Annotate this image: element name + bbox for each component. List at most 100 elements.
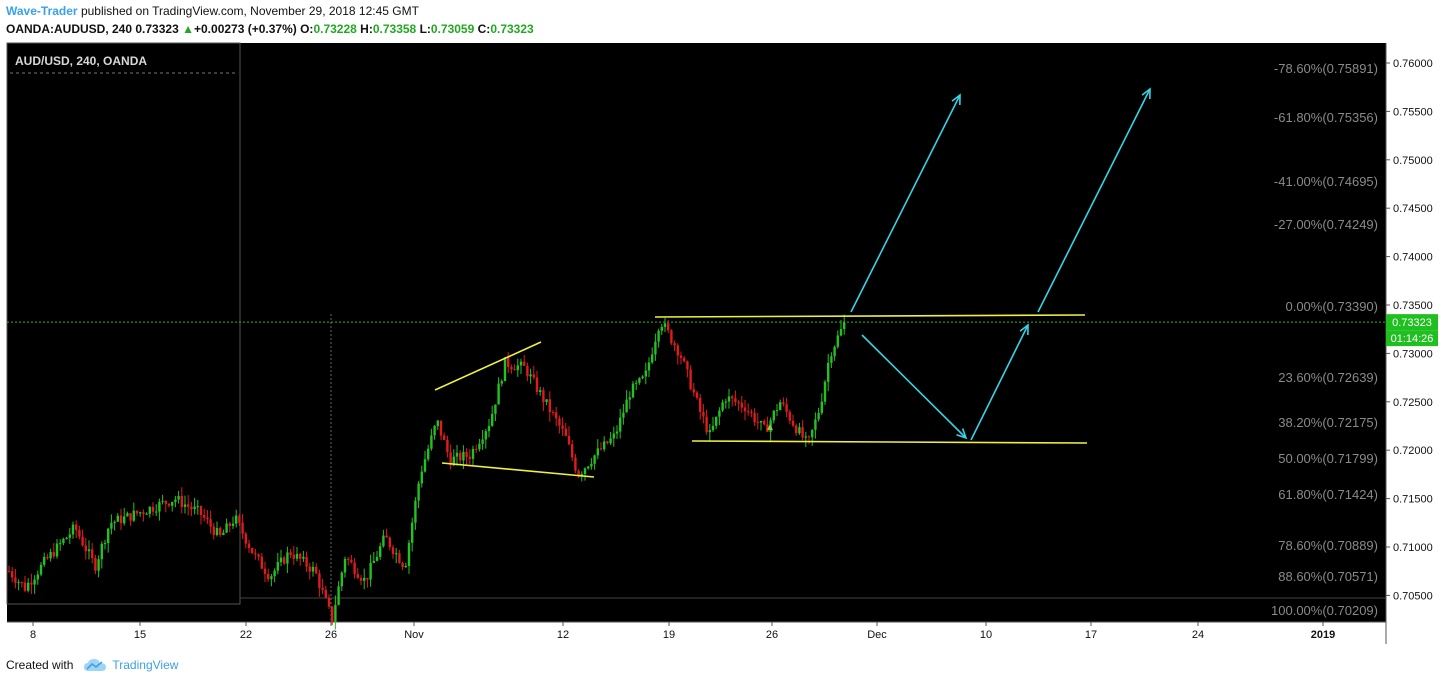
candle-body [446, 439, 449, 453]
fib-level-label: 38.20%(0.72175) [1278, 415, 1378, 430]
high-value: 0.73358 [372, 22, 417, 36]
candle-body [126, 513, 129, 517]
candle-body [436, 420, 439, 427]
candle-body [711, 425, 715, 431]
signal-marker-icon [767, 424, 773, 430]
pullback-arrow [861, 334, 967, 439]
x-tick-label: 12 [557, 629, 569, 641]
breakout-arrow-2 [1037, 88, 1151, 313]
candle-body [241, 522, 244, 534]
candle-body [817, 412, 820, 420]
candle-body [775, 410, 779, 412]
candle-body [571, 444, 574, 458]
footer: Created with TradingView [6, 658, 178, 672]
breakout-arrow-1-head [951, 93, 961, 106]
candle-body [779, 402, 782, 411]
low-value: 0.73059 [430, 22, 475, 36]
candle-body [529, 374, 532, 377]
y-tick-label: 0.74000 [1393, 252, 1433, 264]
candle-body [577, 470, 580, 477]
candle-body [625, 399, 628, 413]
author-link[interactable]: Wave-Trader [6, 4, 78, 18]
candle-body [452, 456, 455, 466]
candle-body [519, 361, 523, 366]
candle-body [526, 365, 529, 377]
candle-body [596, 448, 599, 456]
candle-body [679, 355, 683, 358]
candle-body [695, 392, 699, 398]
candle-body [142, 512, 145, 514]
y-tick-label: 0.70500 [1393, 590, 1433, 602]
candle-body [315, 566, 318, 574]
candle-body [654, 341, 657, 355]
candle-body [651, 354, 654, 363]
candle-body [59, 543, 62, 545]
high-label: H: [360, 22, 373, 36]
candle-body [423, 459, 427, 472]
y-tick-label: 0.74500 [1393, 203, 1433, 215]
candle-body [251, 547, 254, 554]
candle-body [622, 412, 625, 418]
candle-body [135, 510, 139, 514]
candle-body [516, 365, 519, 371]
candle-body [20, 582, 23, 584]
candle-body [750, 411, 753, 413]
candle-body [334, 604, 337, 622]
candle-body [811, 429, 814, 438]
candle-body [583, 468, 587, 474]
candle-body [455, 452, 459, 457]
candle-body [385, 535, 388, 538]
x-tick-label: 2019 [1311, 629, 1335, 641]
candle-body [132, 510, 135, 521]
candle-body [273, 570, 276, 577]
countdown-tag-label: 01:14:26 [1391, 333, 1434, 345]
candle-body [699, 397, 702, 412]
y-tick-label: 0.71000 [1393, 542, 1433, 554]
candle-body [318, 573, 321, 588]
candle-body [103, 543, 107, 545]
candle-body [398, 553, 401, 563]
candle-body [430, 435, 433, 449]
candle-body [567, 435, 571, 445]
plot-background [7, 43, 1386, 622]
candle-body [785, 404, 788, 412]
candle-body [548, 399, 551, 413]
price-tag-box [1386, 314, 1438, 331]
price-chart[interactable]: AUD/USD, 240, OANDA -78.60%(0.75891) -61.… [0, 0, 1444, 650]
symbol-overlay: AUD/USD, 240, OANDA [15, 54, 147, 68]
candle-body [737, 401, 740, 403]
cloud-icon [84, 659, 107, 671]
candle-body [289, 552, 292, 555]
candle-body [449, 452, 452, 466]
candle-body [724, 401, 727, 403]
candle-body [683, 357, 686, 362]
candle-body [468, 456, 471, 459]
candle-body [167, 503, 171, 506]
candle-body [641, 376, 644, 379]
candle-body [612, 433, 615, 439]
candle-body [222, 532, 225, 536]
candle-body [244, 533, 247, 544]
close-label: C: [477, 22, 491, 36]
candle-body [631, 383, 635, 398]
candle-body [263, 568, 267, 574]
candle-body [487, 425, 491, 432]
candle-body [503, 357, 507, 382]
candle-body [382, 535, 385, 547]
up-triangle-icon: ▲ [182, 22, 194, 36]
candle-body [843, 322, 846, 330]
candle-body [660, 326, 663, 331]
candle-body [401, 562, 404, 568]
change-value: +0.00273 (+0.37%) [194, 22, 297, 36]
candle-body [327, 597, 331, 607]
tradingview-logo[interactable]: TradingView [83, 658, 178, 672]
candle-body [705, 416, 708, 433]
brand-name: TradingView [112, 658, 179, 672]
candle-body [532, 374, 535, 378]
candle-body [139, 512, 142, 514]
candle-body [593, 455, 596, 464]
candle-body [65, 537, 68, 539]
candle-body [123, 516, 126, 524]
candle-body [363, 577, 366, 581]
candle-body [439, 420, 443, 436]
